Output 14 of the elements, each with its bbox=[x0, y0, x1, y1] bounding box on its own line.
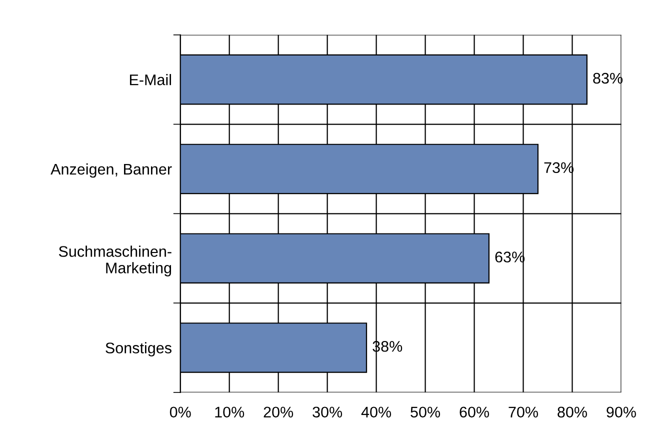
x-tick-label: 50% bbox=[410, 406, 440, 418]
x-tick-label: 60% bbox=[460, 406, 490, 418]
y-tick-label: Anzeigen, Banner bbox=[50, 163, 172, 178]
y-tick-label: E-Mail bbox=[130, 74, 172, 86]
x-tick-label: 30% bbox=[312, 406, 342, 418]
y-tick-label: Suchmaschinen- Marketing bbox=[58, 246, 172, 276]
x-tick-label: 0% bbox=[170, 406, 191, 418]
x-tick-label: 80% bbox=[558, 406, 587, 418]
x-tick-label: 10% bbox=[215, 406, 244, 418]
x-tick-label: 70% bbox=[508, 406, 538, 418]
y-tick-label: Sonstiges bbox=[106, 342, 172, 356]
x-tick-label: 20% bbox=[264, 406, 294, 418]
x-tick-label: 90% bbox=[606, 406, 636, 418]
x-tick-label: 40% bbox=[361, 406, 392, 418]
